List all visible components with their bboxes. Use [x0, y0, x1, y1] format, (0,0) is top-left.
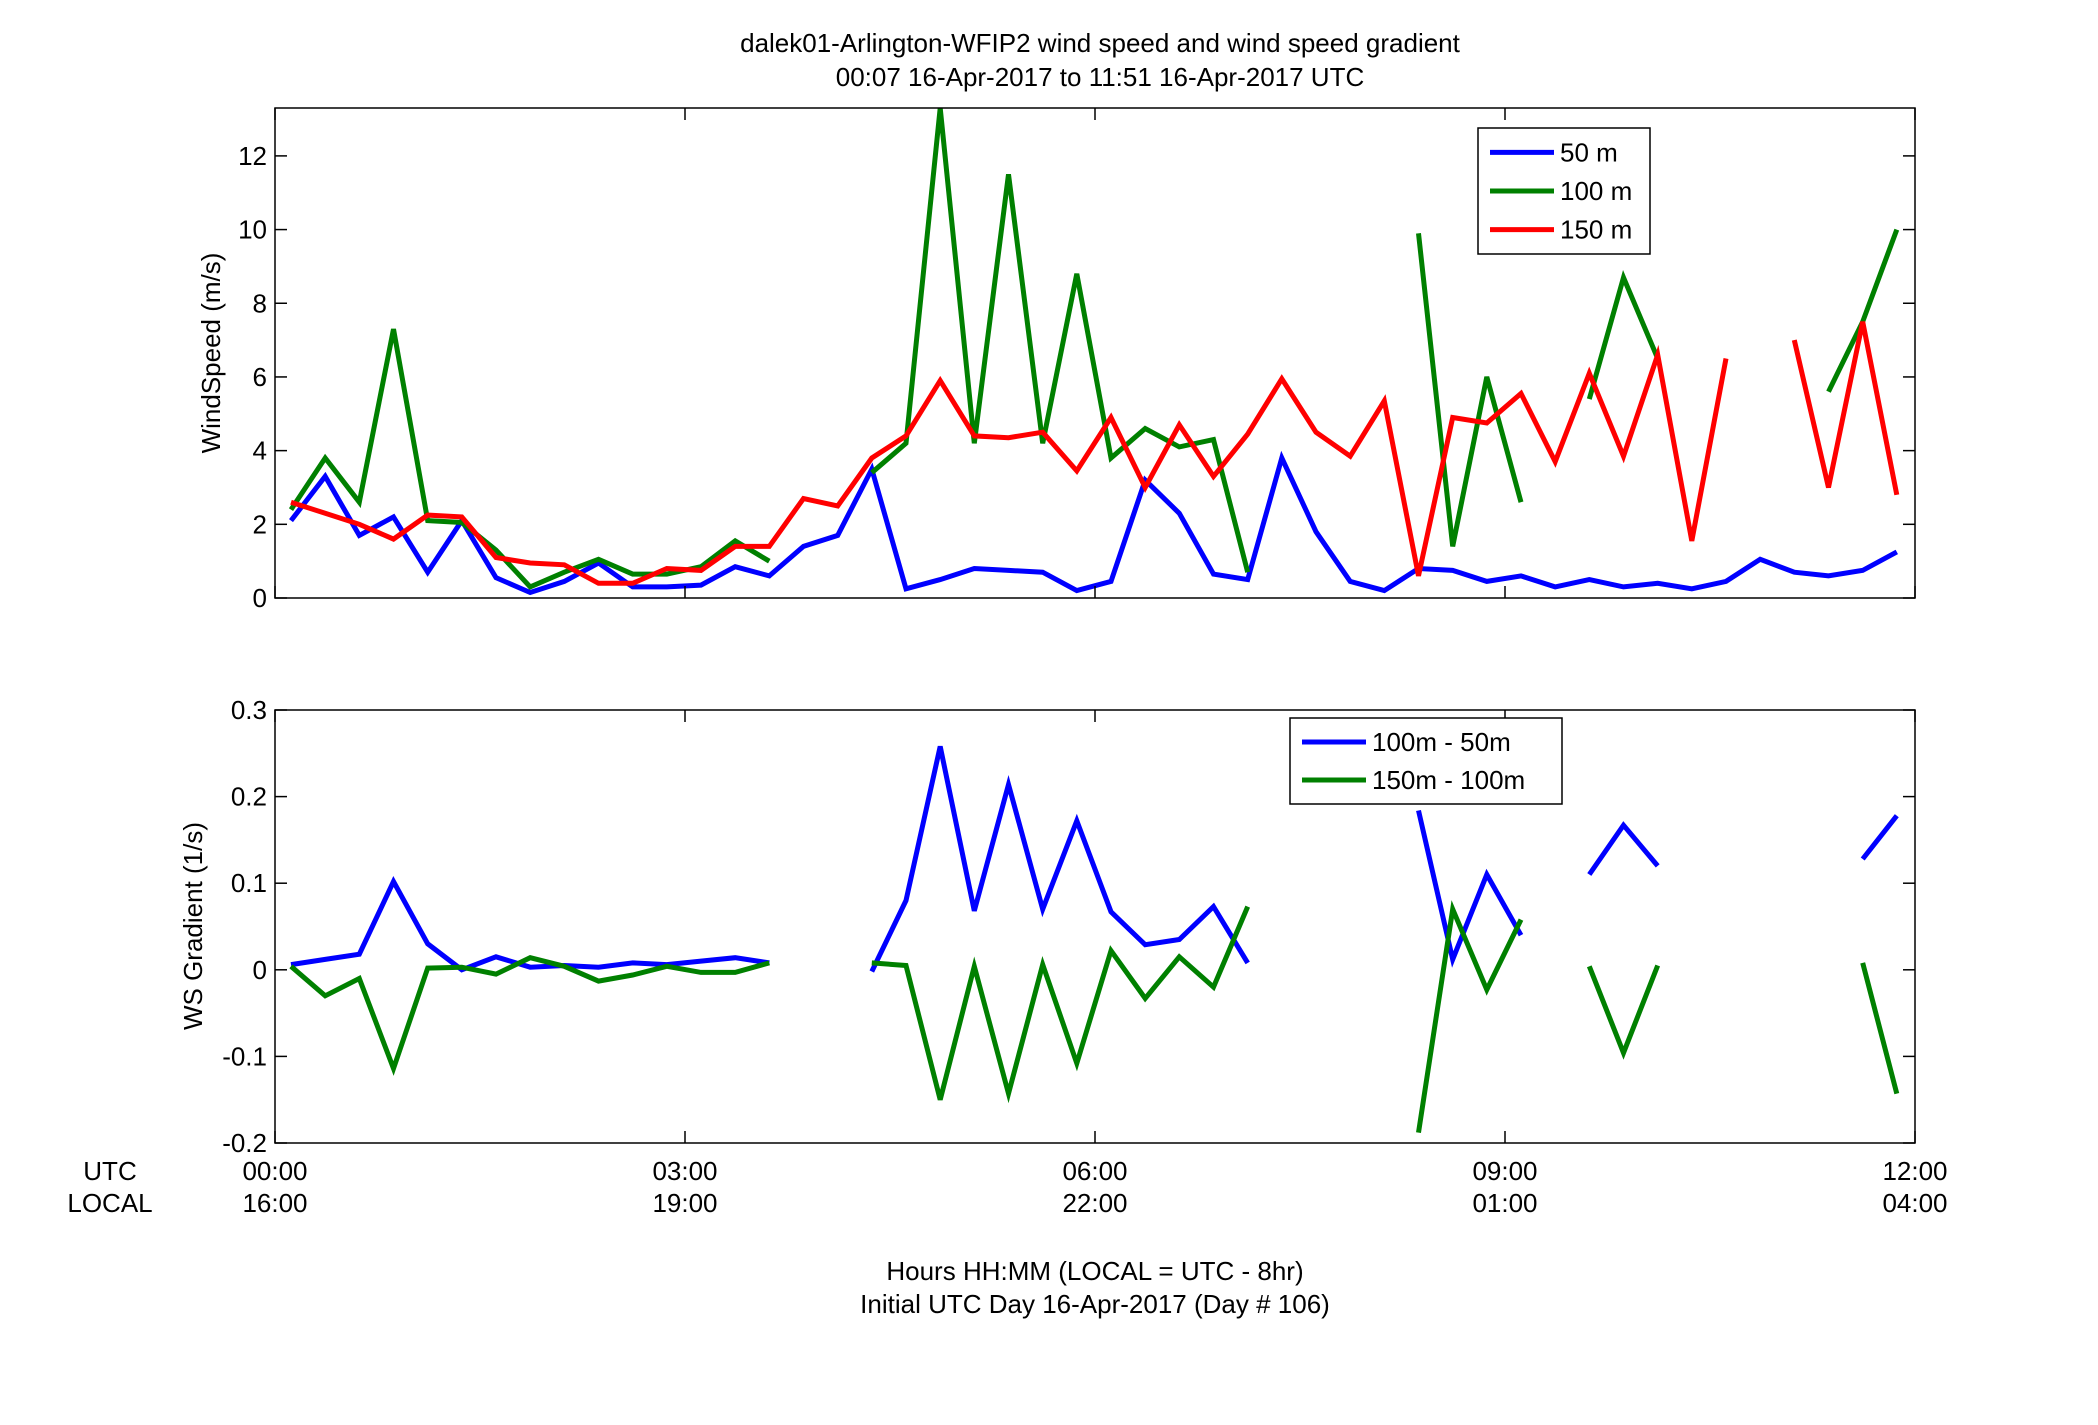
windspeed-y-ticks: 0 2 4 6 8 10 12 [238, 141, 1915, 613]
x-tick-label-utc: 00:00 [242, 1156, 307, 1186]
windspeed-y-tick-label: 2 [253, 509, 267, 539]
x-tick-label-utc: 03:00 [652, 1156, 717, 1186]
x-tick-label-local: 04:00 [1882, 1188, 1947, 1218]
gradient-y-tick-label: -0.1 [222, 1041, 267, 1071]
windspeed-y-tick-label: 8 [253, 288, 267, 318]
windspeed-legend-label-50-m: 50 m [1560, 137, 1618, 167]
gradient-legend-box [1289, 717, 1563, 805]
windspeed-y-tick-label: 10 [238, 215, 267, 245]
windspeed-plot: 0 2 4 6 8 10 12 WindSpeed (m/s) 50 m 100 m 150 m [196, 107, 1916, 613]
gradient-y-ticks: -0.2 -0.1 0 0.1 0.2 0.3 [222, 695, 1915, 1158]
windspeed-legend-label-100-m: 100 m [1560, 176, 1632, 206]
gradient-y-tick-label: 0.3 [231, 695, 267, 725]
gradient-legend: 100m - 50m 150m - 100m [1289, 717, 1563, 805]
windspeed-series-150-m [290, 321, 1900, 586]
gradient-series-150m-100m [289, 900, 1900, 1133]
utc-row-label: UTC [83, 1156, 136, 1186]
gradient-y-tick-label: 0.2 [231, 782, 267, 812]
local-row-label: LOCAL [67, 1188, 152, 1218]
gradient-legend-label-100m-50m: 100m - 50m [1372, 727, 1511, 757]
x-axis-label-line1: Hours HH:MM (LOCAL = UTC - 8hr) [886, 1256, 1303, 1286]
windspeed-y-tick-label: 6 [253, 362, 267, 392]
gradient-series-lines [289, 745, 1900, 1133]
x-tick-label-utc: 12:00 [1882, 1156, 1947, 1186]
x-tick-label-utc: 09:00 [1472, 1156, 1537, 1186]
windspeed-y-tick-label: 0 [253, 583, 267, 613]
x-tick-label-local: 16:00 [242, 1188, 307, 1218]
windspeed-series-100-m [288, 107, 1900, 590]
gradient-y-axis-label: WS Gradient (1/s) [178, 822, 208, 1030]
windspeed-legend-label-150-m: 150 m [1560, 215, 1632, 245]
gradient-plot: -0.2-0.100.10.20.3 00:0016:0003:0019:000… [178, 695, 1948, 1218]
windspeed-legend: 50 m 100 m 150 m [1477, 127, 1651, 255]
gradient-y-tick-label: -0.2 [222, 1128, 267, 1158]
windspeed-series-lines [288, 107, 1900, 596]
gradient-y-tick-label: 0.1 [231, 868, 267, 898]
gradient-legend-label-150m-100m: 150m - 100m [1372, 765, 1525, 795]
chart-title-line2: 00:07 16-Apr-2017 to 11:51 16-Apr-2017 U… [836, 62, 1365, 92]
x-tick-label-utc: 06:00 [1062, 1156, 1127, 1186]
windspeed-y-axis-label: WindSpeed (m/s) [196, 253, 226, 454]
windspeed-y-tick-label: 12 [238, 141, 267, 171]
x-tick-label-local: 01:00 [1472, 1188, 1537, 1218]
windspeed-x-ticks [274, 108, 1916, 598]
gradient-y-tick-label: 0 [253, 955, 267, 985]
windspeed-series-50-m [289, 450, 1898, 596]
x-tick-label-local: 22:00 [1062, 1188, 1127, 1218]
x-axis-label-line2: Initial UTC Day 16-Apr-2017 (Day # 106) [860, 1289, 1330, 1319]
windspeed-y-tick-label: 4 [253, 436, 267, 466]
gradient-series-100m-50m [290, 745, 1899, 973]
x-tick-label-local: 19:00 [652, 1188, 717, 1218]
chart-title-line1: dalek01-Arlington-WFIP2 wind speed and w… [740, 28, 1461, 58]
